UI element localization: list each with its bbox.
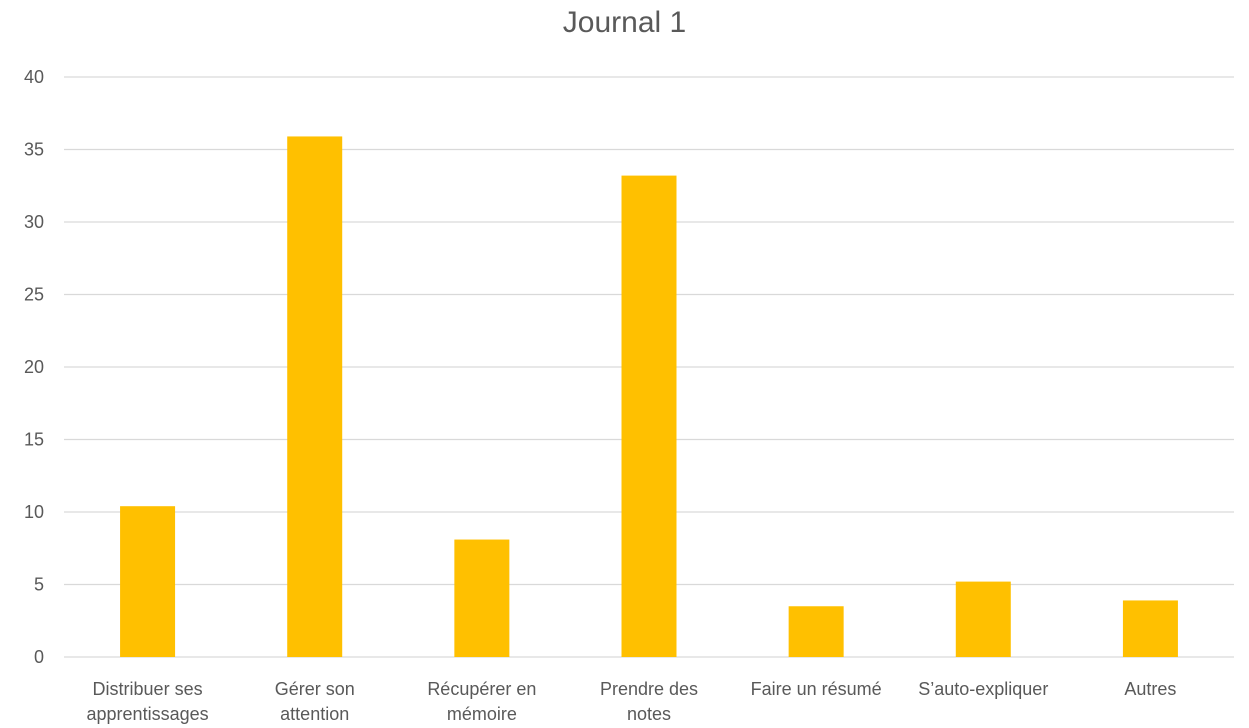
y-tick-label: 0	[34, 647, 44, 667]
x-category-label: Autres	[1124, 679, 1176, 699]
x-category-label: Gérer son attention	[275, 679, 355, 724]
chart-title: Journal 1	[562, 6, 687, 39]
y-tick-label: 35	[24, 140, 44, 160]
bar-5	[788, 606, 844, 657]
bar-3	[454, 539, 510, 657]
y-tick-label: 10	[24, 502, 44, 522]
bar-7	[1122, 600, 1178, 657]
y-tick-label: 30	[24, 212, 44, 232]
x-category-label: Faire un résumé	[751, 679, 882, 699]
bar-4	[621, 175, 677, 657]
y-tick-label: 5	[34, 575, 44, 595]
y-tick-label: 20	[24, 357, 44, 377]
bar-1	[120, 506, 176, 657]
y-tick-label: 25	[24, 285, 44, 305]
x-category-label: Prendre des notes	[600, 679, 698, 724]
bar-2	[287, 136, 343, 657]
x-category-label: S’auto-expliquer	[918, 679, 1048, 699]
y-tick-label: 40	[24, 67, 44, 87]
x-category-label: Récupérer en mémoire	[427, 679, 536, 724]
y-tick-label: 15	[24, 430, 44, 450]
x-category-label: Distribuer ses apprentissages	[87, 679, 209, 724]
bar-6	[955, 581, 1011, 657]
